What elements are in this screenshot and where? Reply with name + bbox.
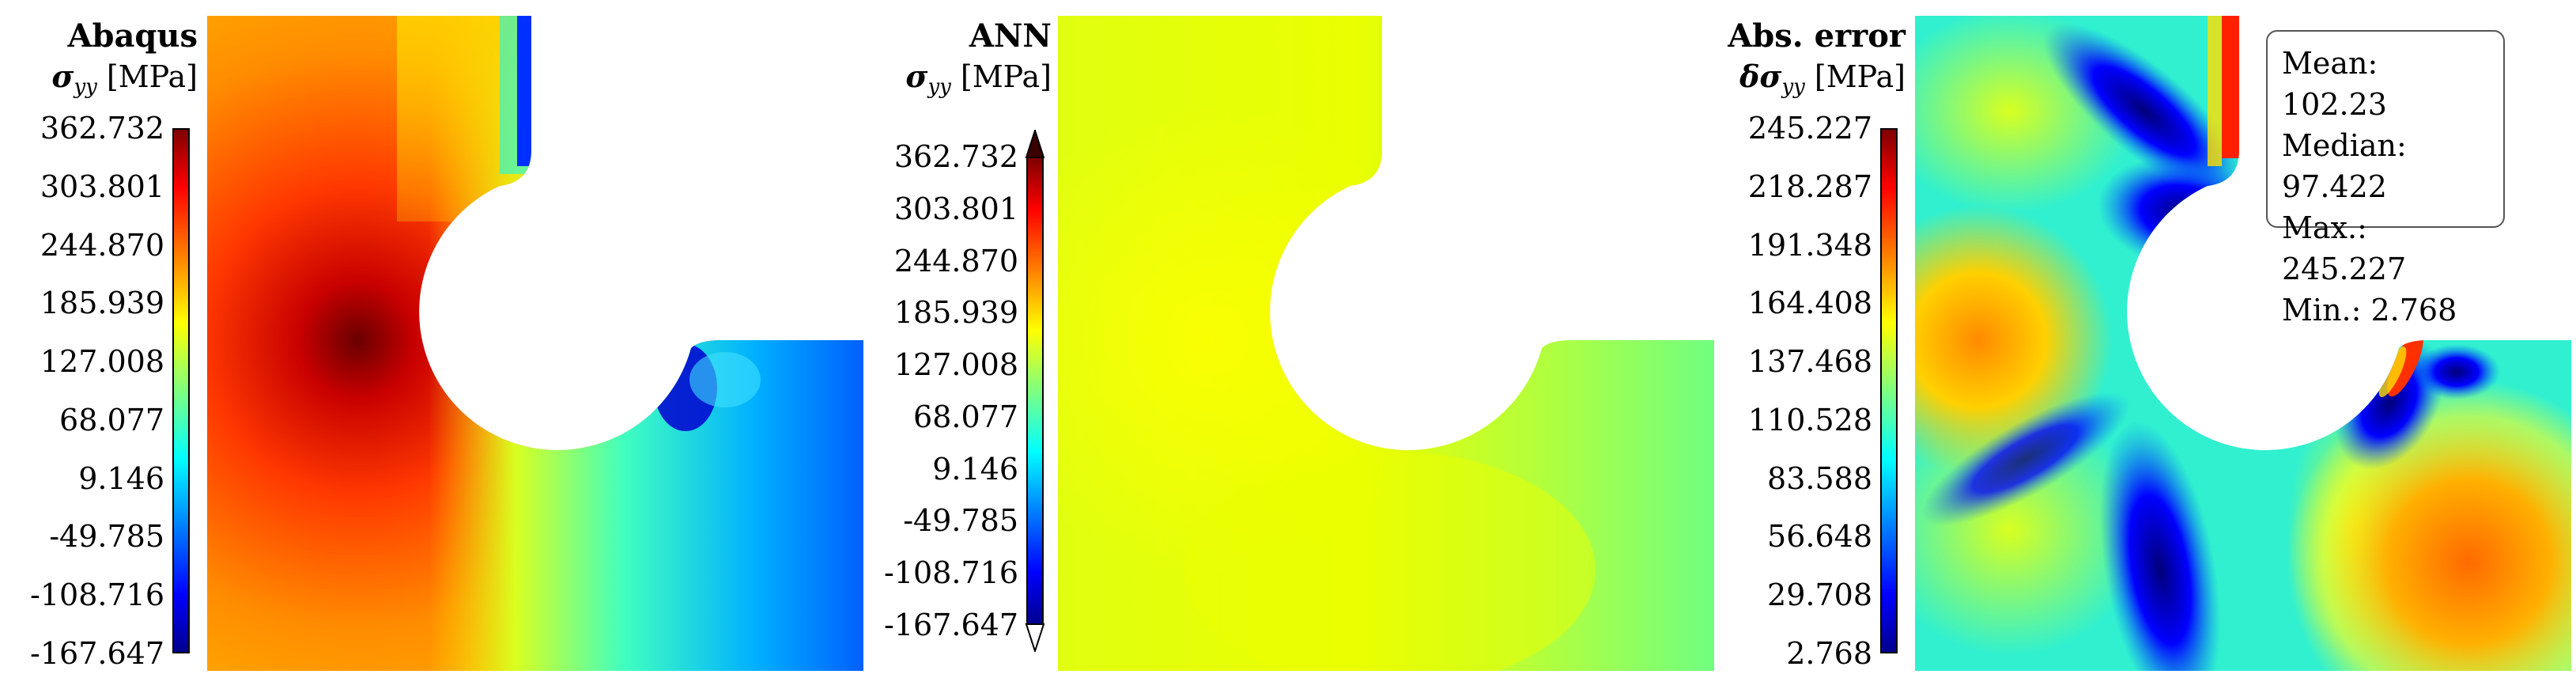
tick-label: 244.870 bbox=[40, 227, 164, 263]
colorbar-ticks: 245.227 218.287 191.348 164.408 137.468 … bbox=[1683, 111, 1872, 671]
quantity-label: δσyy [MPa] bbox=[1739, 59, 1906, 99]
stats-min: Min.: 2.768 bbox=[2282, 293, 2457, 328]
quantity-label: σyy [MPa] bbox=[905, 59, 1052, 99]
tick-label: 164.408 bbox=[1747, 286, 1872, 321]
colorbar-extend-bottom bbox=[1025, 623, 1045, 652]
tick-label: 9.146 bbox=[932, 451, 1018, 487]
tick-label: 362.732 bbox=[893, 139, 1018, 174]
tick-label: 68.077 bbox=[913, 399, 1018, 434]
colorbar bbox=[1026, 157, 1044, 625]
stats-mean: Mean: 102.23 bbox=[2282, 46, 2387, 122]
tick-label: 127.008 bbox=[893, 347, 1018, 383]
colorbar bbox=[1880, 128, 1898, 653]
tick-label: 127.008 bbox=[40, 344, 164, 380]
quantity-subscript: yy bbox=[927, 75, 951, 99]
panel-abs-error: Abs. error δσyy [MPa] 245.227 218.287 19… bbox=[1708, 0, 2576, 693]
contour-field-abs-error bbox=[1915, 16, 2571, 671]
quantity-subscript: yy bbox=[1781, 75, 1805, 99]
quantity-symbol: σ bbox=[51, 59, 74, 94]
tick-label: 191.348 bbox=[1747, 227, 1872, 263]
colorbar-ticks: 362.732 303.801 244.870 185.939 127.008 … bbox=[829, 139, 1018, 642]
tick-label: 185.939 bbox=[893, 295, 1018, 331]
quantity-unit: [MPa] bbox=[1814, 59, 1906, 94]
stats-median: Median: 97.422 bbox=[2282, 128, 2407, 204]
contour-field-abaqus bbox=[207, 16, 863, 671]
tick-label: 362.732 bbox=[40, 111, 164, 146]
tick-label: 218.287 bbox=[1747, 169, 1872, 204]
stats-box: Mean: 102.23 Median: 97.422 Max.: 245.22… bbox=[2266, 30, 2505, 328]
tick-label: -49.785 bbox=[903, 503, 1018, 539]
stats-max: Max.: 245.227 bbox=[2282, 210, 2407, 286]
tick-label: 303.801 bbox=[40, 169, 164, 204]
tick-label: 110.528 bbox=[1747, 402, 1872, 437]
panel-ann: ANN σyy [MPa] 362.732 303.801 244.870 18… bbox=[854, 0, 1716, 693]
panel-abaqus: Abaqus σyy [MPa] 362.732 303.801 244.870… bbox=[0, 0, 863, 693]
tick-label: 9.146 bbox=[78, 460, 164, 496]
quantity-symbol: σ bbox=[905, 59, 928, 94]
tick-label: -108.716 bbox=[30, 578, 164, 613]
tick-label: -167.647 bbox=[884, 608, 1018, 642]
quantity-symbol: δσ bbox=[1739, 59, 1782, 94]
tick-label: 185.939 bbox=[40, 286, 164, 321]
quantity-unit: [MPa] bbox=[960, 59, 1052, 94]
colorbar-extend-top bbox=[1025, 130, 1045, 158]
tick-label: 29.708 bbox=[1767, 578, 1872, 613]
panel-title: ANN bbox=[969, 17, 1052, 55]
tick-label: -167.647 bbox=[30, 636, 164, 671]
tick-label: 2.768 bbox=[1786, 636, 1872, 671]
legend-abs-error: Abs. error δσyy [MPa] 245.227 218.287 19… bbox=[1708, 0, 1906, 693]
tick-label: 245.227 bbox=[1747, 111, 1872, 146]
contour-field-ann bbox=[1058, 16, 1714, 671]
tick-label: 244.870 bbox=[893, 243, 1018, 278]
tick-label: 83.588 bbox=[1767, 460, 1872, 496]
tick-label: -108.716 bbox=[884, 555, 1018, 591]
colorbar-ticks: 362.732 303.801 244.870 185.939 127.008 … bbox=[0, 111, 164, 671]
quantity-subscript: yy bbox=[74, 75, 97, 99]
quantity-label: σyy [MPa] bbox=[51, 59, 198, 99]
legend-abaqus: Abaqus σyy [MPa] 362.732 303.801 244.870… bbox=[0, 0, 198, 693]
tick-label: 137.468 bbox=[1747, 344, 1872, 380]
panel-title: Abaqus bbox=[67, 17, 198, 55]
tick-label: 303.801 bbox=[893, 191, 1018, 226]
tick-label: 56.648 bbox=[1767, 519, 1872, 555]
tick-label: -49.785 bbox=[49, 519, 164, 555]
colorbar bbox=[172, 128, 190, 653]
tick-label: 68.077 bbox=[59, 402, 164, 437]
legend-ann: ANN σyy [MPa] 362.732 303.801 244.870 18… bbox=[854, 0, 1052, 693]
panel-title: Abs. error bbox=[1728, 17, 1906, 55]
quantity-unit: [MPa] bbox=[106, 59, 198, 94]
